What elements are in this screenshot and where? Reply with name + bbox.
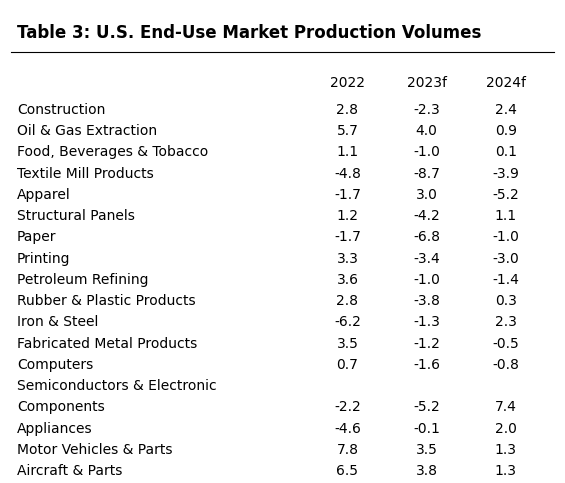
Text: Semiconductors & Electronic: Semiconductors & Electronic (17, 379, 216, 393)
Text: -1.0: -1.0 (413, 273, 440, 287)
Text: 3.8: 3.8 (416, 464, 437, 478)
Text: -2.2: -2.2 (334, 400, 361, 414)
Text: -6.2: -6.2 (334, 315, 361, 329)
Text: -3.9: -3.9 (492, 167, 519, 181)
Text: 4.0: 4.0 (416, 124, 437, 138)
Text: -5.2: -5.2 (413, 400, 440, 414)
Text: -3.4: -3.4 (413, 252, 440, 266)
Text: 2.8: 2.8 (337, 294, 358, 308)
Text: -6.8: -6.8 (413, 230, 440, 244)
Text: -3.8: -3.8 (413, 294, 440, 308)
Text: 1.2: 1.2 (337, 209, 358, 223)
Text: Rubber & Plastic Products: Rubber & Plastic Products (17, 294, 195, 308)
Text: -4.2: -4.2 (413, 209, 440, 223)
Text: 3.3: 3.3 (337, 252, 358, 266)
Text: 6.5: 6.5 (337, 464, 358, 478)
Text: Paper: Paper (17, 230, 56, 244)
Text: 2.3: 2.3 (495, 315, 516, 329)
Text: Food, Beverages & Tobacco: Food, Beverages & Tobacco (17, 145, 208, 159)
Text: 1.3: 1.3 (495, 464, 516, 478)
Text: -1.0: -1.0 (492, 230, 519, 244)
Text: -1.0: -1.0 (413, 145, 440, 159)
Text: -5.2: -5.2 (492, 188, 519, 202)
Text: Fabricated Metal Products: Fabricated Metal Products (17, 337, 197, 351)
Text: 2.0: 2.0 (495, 422, 516, 436)
Text: -1.3: -1.3 (413, 315, 440, 329)
Text: Aircraft & Parts: Aircraft & Parts (17, 464, 123, 478)
Text: 2.4: 2.4 (495, 103, 516, 117)
Text: Printing: Printing (17, 252, 71, 266)
Text: Table 3: U.S. End-Use Market Production Volumes: Table 3: U.S. End-Use Market Production … (17, 24, 481, 42)
Text: -2.3: -2.3 (413, 103, 440, 117)
Text: 0.1: 0.1 (495, 145, 516, 159)
Text: Computers: Computers (17, 358, 93, 372)
Text: -3.0: -3.0 (492, 252, 519, 266)
Text: 3.0: 3.0 (416, 188, 437, 202)
Text: Components: Components (17, 400, 105, 414)
Text: Motor Vehicles & Parts: Motor Vehicles & Parts (17, 443, 172, 457)
Text: -0.1: -0.1 (413, 422, 440, 436)
Text: 3.6: 3.6 (337, 273, 358, 287)
Text: Petroleum Refining: Petroleum Refining (17, 273, 149, 287)
Text: 7.8: 7.8 (337, 443, 358, 457)
Text: 1.1: 1.1 (336, 145, 359, 159)
Text: Structural Panels: Structural Panels (17, 209, 135, 223)
Text: 2.8: 2.8 (337, 103, 358, 117)
Text: -8.7: -8.7 (413, 167, 440, 181)
Text: Textile Mill Products: Textile Mill Products (17, 167, 154, 181)
Text: -1.6: -1.6 (413, 358, 440, 372)
Text: -1.7: -1.7 (334, 230, 361, 244)
Text: -4.6: -4.6 (334, 422, 361, 436)
Text: Iron & Steel: Iron & Steel (17, 315, 98, 329)
Text: -1.2: -1.2 (413, 337, 440, 351)
Text: -0.5: -0.5 (492, 337, 519, 351)
Text: Appliances: Appliances (17, 422, 93, 436)
Text: Oil & Gas Extraction: Oil & Gas Extraction (17, 124, 157, 138)
Text: -4.8: -4.8 (334, 167, 361, 181)
Text: 0.3: 0.3 (495, 294, 516, 308)
Text: -1.7: -1.7 (334, 188, 361, 202)
Text: 2022: 2022 (330, 76, 365, 90)
Text: 1.1: 1.1 (494, 209, 517, 223)
Text: -0.8: -0.8 (492, 358, 519, 372)
Text: 3.5: 3.5 (416, 443, 437, 457)
Text: 3.5: 3.5 (337, 337, 358, 351)
Text: 0.9: 0.9 (495, 124, 516, 138)
Text: Construction: Construction (17, 103, 105, 117)
Text: -1.4: -1.4 (492, 273, 519, 287)
Text: 5.7: 5.7 (337, 124, 358, 138)
Text: 1.3: 1.3 (495, 443, 516, 457)
Text: 0.7: 0.7 (337, 358, 358, 372)
Text: Apparel: Apparel (17, 188, 71, 202)
Text: 7.4: 7.4 (495, 400, 516, 414)
Text: 2024f: 2024f (486, 76, 525, 90)
Text: 2023f: 2023f (407, 76, 446, 90)
